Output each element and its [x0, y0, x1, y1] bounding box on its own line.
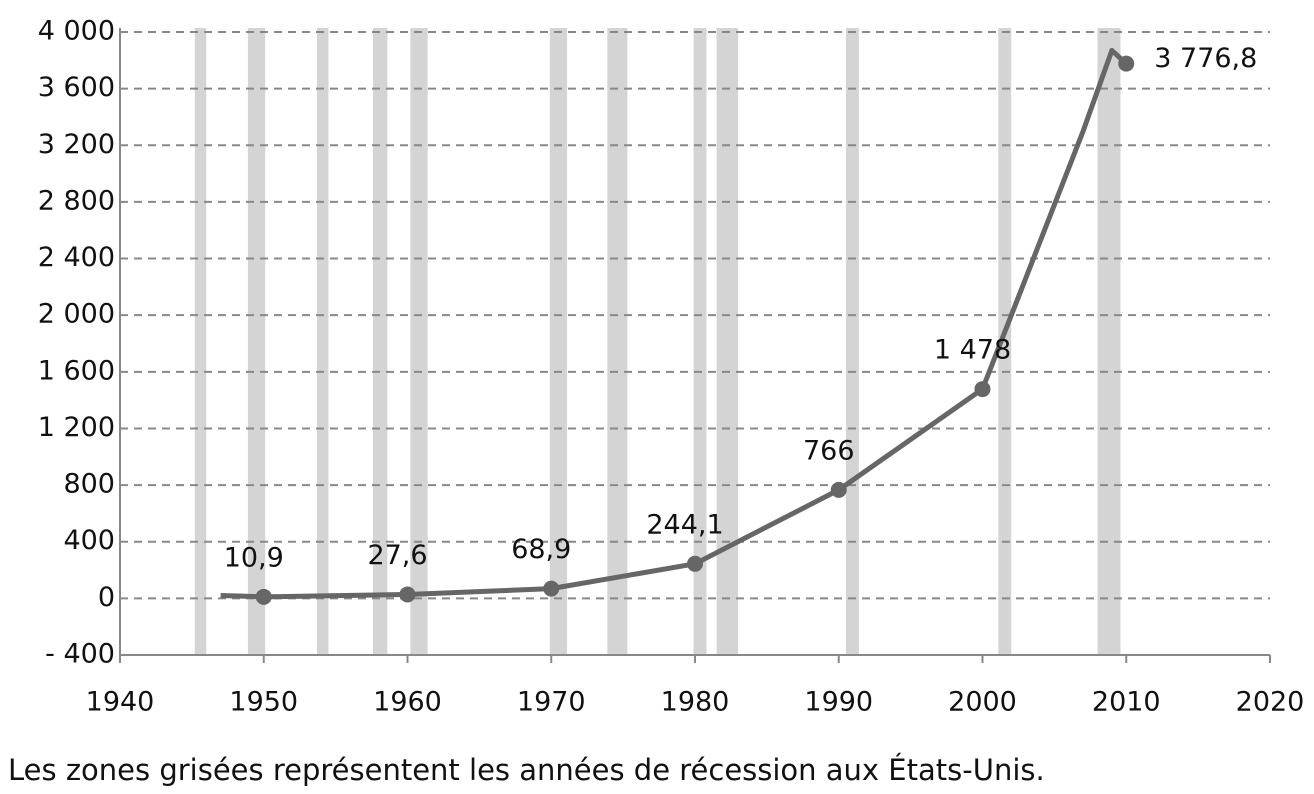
x-tick-label: 2010	[1092, 687, 1161, 718]
x-tick-label: 1970	[517, 687, 586, 718]
x-tick-label: 1990	[804, 687, 873, 718]
y-tick-label: 0	[98, 582, 115, 613]
y-tick-label: - 400	[45, 639, 115, 670]
data-label: 10,9	[224, 542, 284, 573]
data-point	[1118, 55, 1135, 72]
data-point	[830, 481, 847, 498]
y-tick-label: 800	[63, 469, 115, 500]
data-label: 27,6	[367, 540, 427, 571]
recession-band	[194, 28, 207, 655]
y-tick-label: 2 000	[38, 299, 115, 330]
recession-band	[410, 28, 428, 655]
x-tick-label: 2020	[1236, 687, 1305, 718]
x-tick-label: 1940	[86, 687, 155, 718]
y-tick-label: 400	[63, 525, 115, 556]
recession-band	[998, 28, 1012, 655]
x-tick-label: 1980	[661, 687, 730, 718]
y-tick-label: 1 200	[38, 412, 115, 443]
y-tick-label: 3 600	[38, 72, 115, 103]
data-label: 3 776,8	[1154, 43, 1257, 74]
data-point	[255, 588, 272, 605]
y-tick-label: 2 800	[38, 185, 115, 216]
recession-band	[607, 28, 628, 655]
data-label: 244,1	[646, 509, 723, 540]
recession-band	[845, 28, 859, 655]
data-line	[220, 47, 1128, 600]
recession-band	[716, 28, 739, 655]
recession-band	[693, 28, 707, 655]
data-point	[687, 555, 703, 572]
y-tick-label: 4 000	[38, 16, 115, 47]
data-point	[543, 580, 560, 597]
recession-band	[1097, 28, 1121, 655]
footnote: Les zones grisées représentent les année…	[8, 753, 1045, 787]
data-point	[974, 381, 991, 398]
y-tick-label: 3 200	[38, 129, 115, 160]
recession-band	[373, 28, 388, 655]
x-tick-label: 2000	[948, 687, 1017, 718]
y-tick-label: 2 400	[38, 242, 115, 273]
recession-band	[549, 28, 568, 655]
recession-band	[316, 28, 329, 655]
x-tick-label: 1960	[373, 687, 442, 718]
x-tick-label: 1950	[229, 687, 298, 718]
y-tick-label: 1 600	[38, 355, 115, 386]
data-point	[399, 586, 416, 603]
data-label: 1 478	[934, 335, 1011, 366]
data-label: 766	[803, 435, 855, 466]
data-label: 68,9	[511, 534, 571, 565]
recession-band	[247, 28, 266, 655]
